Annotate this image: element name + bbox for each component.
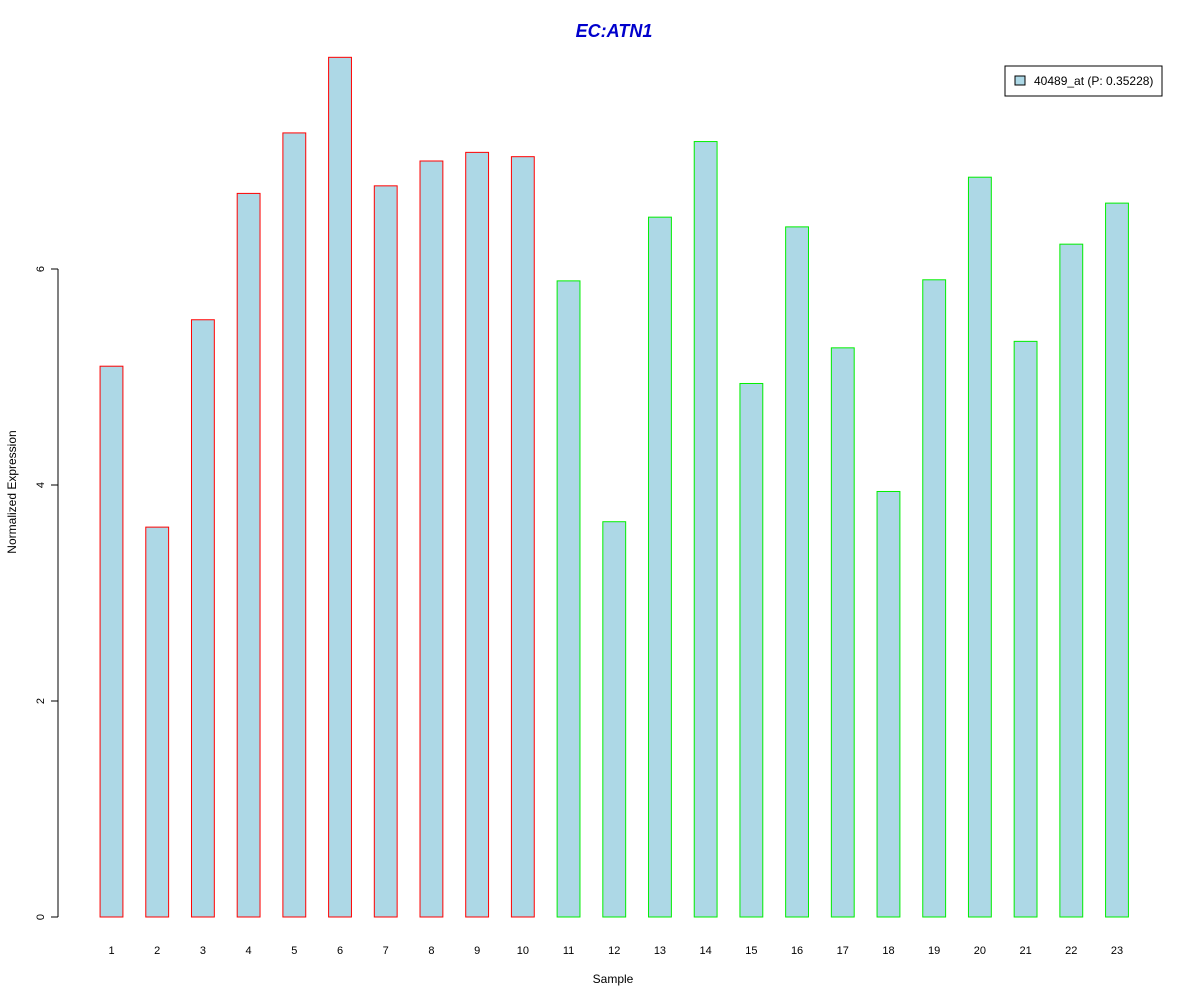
y-tick-label: 0 (35, 914, 47, 920)
bar-sample-10 (510, 156, 535, 918)
bar-sample-8 (419, 160, 444, 918)
legend: 40489_at (P: 0.35228) (1004, 65, 1163, 97)
x-tick-label: 6 (337, 945, 343, 957)
bar-sample-19 (922, 279, 947, 918)
bar-sample-17 (830, 347, 855, 918)
x-tick-label: 12 (608, 945, 620, 957)
legend-box (1004, 65, 1163, 97)
bar-sample-22 (1059, 243, 1084, 918)
x-tick-label: 11 (563, 945, 574, 957)
bar-sample-5 (282, 132, 307, 918)
y-tick-label: 2 (35, 698, 47, 704)
y-axis-label: Normalized Expression (5, 430, 19, 553)
x-tick-label: 7 (383, 945, 389, 957)
x-tick-label: 3 (200, 945, 206, 957)
bar-sample-7 (373, 185, 398, 918)
x-tick-label: 23 (1111, 945, 1123, 957)
x-tick-label: 5 (291, 945, 297, 957)
bar-sample-11 (556, 280, 581, 918)
bar-sample-3 (190, 319, 215, 918)
x-tick-label: 13 (654, 945, 666, 957)
x-tick-label: 16 (791, 945, 803, 957)
x-tick-label: 8 (428, 945, 434, 957)
y-axis: 0 2 4 6 (35, 266, 59, 920)
x-axis-label: Sample (593, 972, 634, 986)
bar-sample-6 (328, 56, 352, 918)
bar-sample-12 (602, 521, 627, 918)
bar-sample-16 (785, 226, 809, 918)
x-tick-label: 20 (974, 945, 986, 957)
bar-sample-18 (876, 490, 901, 918)
chart-title: EC:ATN1 (576, 21, 653, 41)
bar-sample-2 (145, 526, 170, 918)
bar-sample-14 (693, 141, 718, 918)
x-tick-label: 18 (882, 945, 894, 957)
bar-sample-23 (1105, 202, 1129, 918)
bar-sample-4 (236, 192, 261, 918)
legend-swatch (1014, 75, 1026, 86)
bar-sample-9 (465, 151, 490, 918)
x-tick-label: 17 (837, 945, 849, 957)
x-tick-label: 21 (1019, 945, 1031, 957)
x-tick-labels: 1 2 3 4 5 6 7 8 9 10 11 12 13 14 15 16 17 18 19 20 21 22 23 (108, 945, 1123, 957)
x-tick-label: 14 (700, 945, 712, 957)
x-tick-label: 4 (246, 945, 252, 957)
bar-sample-20 (967, 176, 992, 918)
x-tick-label: 1 (108, 945, 114, 957)
y-tick-label: 6 (35, 266, 47, 272)
legend-entry-label: 40489_at (P: 0.35228) (1034, 74, 1153, 88)
x-tick-label: 22 (1065, 945, 1077, 957)
bar-sample-1 (99, 365, 124, 918)
bars-group (99, 56, 1129, 918)
x-tick-label: 2 (154, 945, 160, 957)
x-tick-label: 15 (745, 945, 757, 957)
y-tick-label: 4 (35, 482, 47, 488)
x-tick-label: 10 (517, 945, 529, 957)
x-tick-label: 19 (928, 945, 940, 957)
bar-sample-13 (648, 216, 672, 918)
bar-sample-21 (1013, 340, 1038, 918)
x-tick-label: 9 (474, 945, 480, 957)
bar-sample-15 (739, 382, 764, 918)
